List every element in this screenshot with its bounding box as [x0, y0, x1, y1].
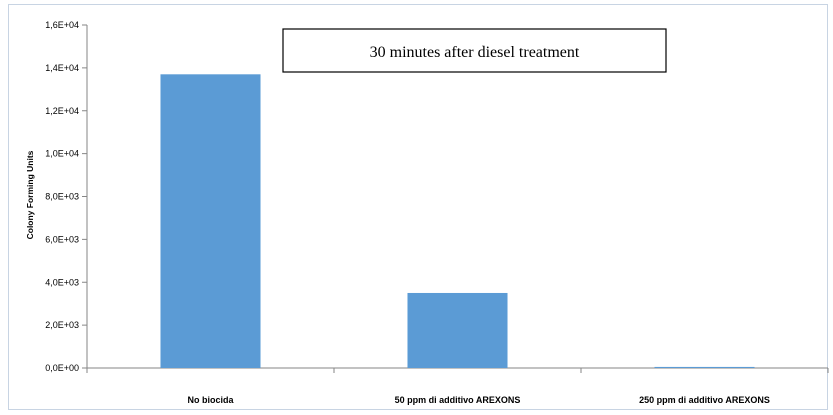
- y-tick-label: 0,0E+00: [45, 363, 79, 373]
- x-category-label: 50 ppm di additivo AREXONS: [395, 395, 521, 405]
- y-tick-label: 8,0E+03: [45, 192, 79, 202]
- chart-title: 30 minutes after diesel treatment: [370, 44, 580, 61]
- y-tick-label: 1,0E+04: [45, 149, 79, 159]
- bar: [654, 366, 755, 368]
- bar: [160, 74, 261, 369]
- y-tick-label: 2,0E+03: [45, 320, 79, 330]
- chart-title-box: 30 minutes after diesel treatment: [282, 28, 667, 73]
- y-tick-label: 1,2E+04: [45, 106, 79, 116]
- x-category-label: 250 ppm di additivo AREXONS: [639, 395, 770, 405]
- y-tick-label: 1,6E+04: [45, 20, 79, 30]
- y-axis-title: Colony Forming Units: [25, 150, 35, 239]
- y-tick-label: 4,0E+03: [45, 277, 79, 287]
- category-labels: No biocida 50 ppm di additivo AREXONS 250 …: [187, 395, 769, 405]
- y-axis: 0,0E+00 2,0E+03 4,0E+03 6,0E+03 8,0E+03 1,0E+…: [45, 20, 88, 373]
- y-tick-label: 1,4E+04: [45, 63, 79, 73]
- x-category-label: No biocida: [187, 395, 234, 405]
- x-axis: [86, 367, 829, 373]
- chart-title-frame: [282, 28, 667, 73]
- bars: [160, 74, 755, 369]
- y-tick-label: 6,0E+03: [45, 234, 79, 244]
- bar: [407, 292, 508, 368]
